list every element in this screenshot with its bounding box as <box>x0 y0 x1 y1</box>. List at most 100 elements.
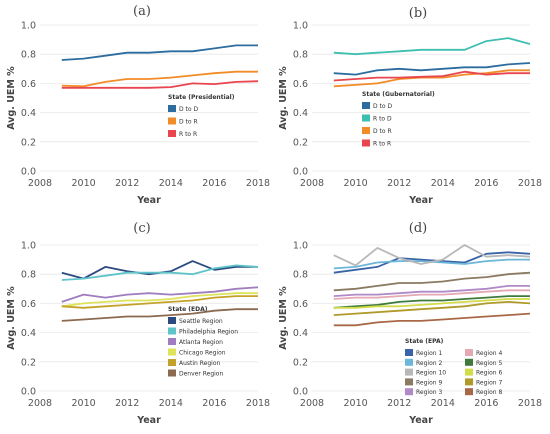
legend-swatch <box>465 388 473 396</box>
y-tick-label: 0.6 <box>293 299 308 310</box>
x-tick-label: 2008 <box>28 178 52 189</box>
y-tick-label: 0.6 <box>293 79 308 90</box>
legend-swatch <box>465 368 473 376</box>
series-line <box>333 284 530 297</box>
series-line <box>333 69 530 88</box>
series-line <box>333 70 530 82</box>
legend-label: Region 2 <box>416 360 442 367</box>
legend-swatch <box>168 327 176 335</box>
legend-swatch <box>168 117 176 125</box>
legend-swatch <box>362 114 370 122</box>
panel-title: (c) <box>133 221 150 236</box>
x-axis-title: Year <box>408 415 433 426</box>
y-axis-title: Avg. UEM % <box>278 286 289 350</box>
y-axis-title: Avg. UEM % <box>278 66 289 130</box>
y-tick-label: 1.0 <box>293 241 308 252</box>
legend-swatch <box>362 139 370 147</box>
legend-label: Region 8 <box>476 389 502 396</box>
legend-label: Seattle Region <box>179 318 223 325</box>
legend-label: Austin Region <box>179 360 221 367</box>
x-tick-label: 2012 <box>115 178 139 189</box>
chart-panel-1: (a) 0.0 0.2 0.4 0.6 0.8 1.0 2008 2010 2012 2014 201… <box>6 4 270 206</box>
legend-label: Denver Region <box>179 371 223 378</box>
legend-label: D to D <box>373 103 392 110</box>
legend-swatch <box>362 127 370 134</box>
y-tick-label: 0.0 <box>293 387 308 398</box>
x-tick-label: 2014 <box>431 398 455 409</box>
legend-swatch <box>465 358 473 366</box>
series-line <box>333 298 530 309</box>
legend-label: D to D <box>179 106 198 113</box>
legend-swatch <box>405 358 413 366</box>
legend-label: Chicago Region <box>179 350 226 357</box>
x-tick-label: 2010 <box>72 178 96 189</box>
y-axis-title: Avg. UEM % <box>6 66 17 130</box>
series-line <box>61 292 258 308</box>
series-line <box>61 286 259 303</box>
y-tick-label: 1.0 <box>293 21 308 32</box>
x-tick-label: 2012 <box>387 178 411 189</box>
series-line <box>61 264 259 281</box>
legend-swatch <box>168 369 176 377</box>
legend-swatch <box>168 359 176 366</box>
chart-panel-4: (d) 0.0 0.2 0.4 0.6 0.8 1.0 2008 2010 2012 2014 201… <box>278 221 542 426</box>
legend: State (EDA) Seattle Region Philadelphia Re… <box>168 306 238 378</box>
x-tick-label: 2018 <box>246 178 270 189</box>
legend-swatch <box>168 338 176 345</box>
legend-label: Region 7 <box>476 379 502 386</box>
panel-title: (b) <box>409 6 427 21</box>
x-tick-label: 2018 <box>518 178 542 189</box>
y-tick-label: 0.6 <box>21 299 36 310</box>
y-tick-label: 0.0 <box>293 167 308 178</box>
legend-label: D to R <box>373 128 392 135</box>
x-tick-label: 2016 <box>202 178 226 189</box>
legend-label: D to R <box>179 119 198 126</box>
x-tick-label: 2016 <box>474 178 498 189</box>
series-line <box>333 62 531 76</box>
x-axis-title: Year <box>136 415 161 426</box>
legend-label: Region 9 <box>416 379 442 386</box>
y-tick-label: 0.0 <box>21 387 36 398</box>
legend-label: Region 1 <box>416 350 442 357</box>
x-tick-label: 2010 <box>344 398 368 409</box>
y-axis-title: Avg. UEM % <box>6 286 17 350</box>
legend-label: Philadelphia Region <box>179 329 238 336</box>
y-tick-label: 0.8 <box>21 50 36 61</box>
x-tick-label: 2018 <box>518 398 542 409</box>
legend-label: Region 3 <box>416 389 442 396</box>
legend-swatch <box>405 349 413 356</box>
y-tick-label: 1.0 <box>21 21 36 32</box>
x-axis-title: Year <box>136 195 161 206</box>
x-tick-label: 2014 <box>159 398 183 409</box>
series-line <box>333 271 531 292</box>
legend-swatch <box>168 130 176 137</box>
y-tick-label: 0.2 <box>293 357 308 368</box>
legend-swatch <box>405 368 413 376</box>
legend: State (Presidential) D to D D to R R to R <box>168 94 235 138</box>
legend: State (Gubernatorial) D to D R to D D to R R… <box>362 91 435 148</box>
legend-swatch <box>465 378 473 386</box>
y-tick-label: 0.8 <box>293 270 308 281</box>
legend-swatch <box>168 348 176 356</box>
x-tick-label: 2010 <box>344 178 368 189</box>
series-line <box>333 300 531 316</box>
y-tick-label: 0.4 <box>293 108 308 119</box>
legend-swatch <box>465 349 473 356</box>
x-tick-label: 2008 <box>28 398 52 409</box>
legend-title: State (Gubernatorial) <box>362 91 435 98</box>
legend-title: State (Presidential) <box>168 94 235 101</box>
series-line <box>61 80 259 89</box>
series-line <box>61 308 258 322</box>
y-tick-label: 0.4 <box>293 328 308 339</box>
y-tick-label: 0.6 <box>21 79 36 90</box>
x-axis-title: Year <box>408 195 433 206</box>
series-line <box>61 295 258 309</box>
x-tick-label: 2014 <box>159 178 183 189</box>
legend-swatch <box>168 105 176 112</box>
x-tick-label: 2012 <box>387 398 411 409</box>
y-tick-label: 0.2 <box>21 357 36 368</box>
series-line <box>61 70 258 88</box>
y-tick-label: 0.4 <box>21 328 36 339</box>
y-tick-label: 0.8 <box>21 270 36 281</box>
